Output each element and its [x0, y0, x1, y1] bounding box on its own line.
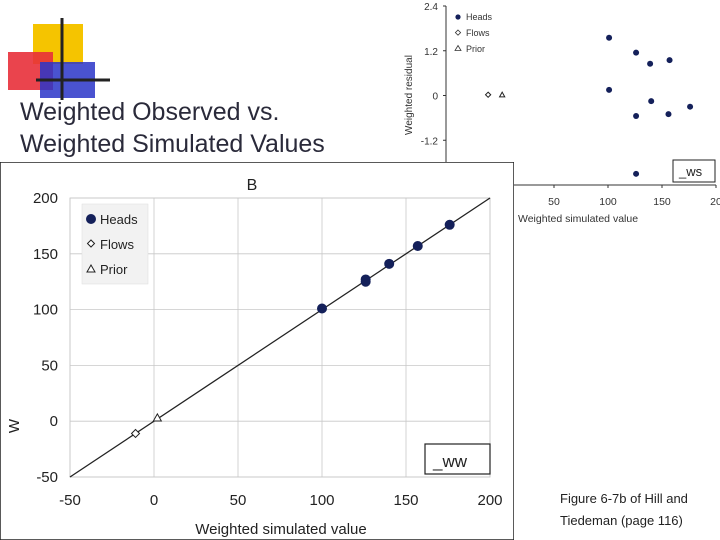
residual-annotation: _ws [678, 164, 703, 179]
residual-x-tick-label: 50 [548, 196, 560, 208]
figure-caption-line-1: Figure 6-7b of Hill and [560, 491, 688, 506]
residual-legend-heads-label: Heads [466, 12, 493, 22]
residual-y-tick-label: 0 [432, 92, 438, 103]
residual-point-heads [647, 60, 654, 67]
residual-gridlines [443, 5, 717, 188]
residual-point-heads [665, 111, 672, 118]
main-x-tick-label: 50 [230, 492, 247, 509]
main-legend-flows-marker [86, 239, 96, 248]
main-annotation-box [424, 443, 491, 475]
residual-annotation-box [672, 159, 716, 183]
main-legend-heads-marker [86, 214, 96, 224]
main-x-tick-labels: -50 0 50 100 150 200 [59, 492, 502, 509]
residual-point-heads [606, 34, 613, 41]
residual-legend-flows-marker [454, 29, 462, 36]
residual-y-tick-label: 1.2 [424, 47, 438, 58]
main-point-flows [130, 428, 141, 439]
residual-y-tick-labels: 2.4 1.2 0 -1.2 [421, 2, 439, 147]
residual-point-heads [606, 86, 613, 93]
main-legend-prior-marker [86, 263, 96, 273]
residual-data-points [484, 34, 694, 177]
main-x-tick-label: 200 [477, 492, 502, 509]
residual-point-heads [648, 98, 655, 105]
residual-legend-heads-marker [455, 14, 461, 20]
main-legend-prior-label: Prior [100, 262, 128, 277]
residual-y-tick-label: 2.4 [424, 2, 438, 13]
main-y-tick-label: 200 [33, 190, 58, 207]
main-point-heads [412, 240, 423, 251]
residual-point-heads [633, 49, 640, 56]
main-y-tick-label: -50 [36, 469, 58, 486]
main-chart-background [0, 162, 514, 540]
main-chart-title: B [247, 177, 258, 194]
main-data-points [130, 219, 455, 439]
residual-y-axis-label: Weighted residual [404, 55, 415, 135]
main-legend: Heads Flows Prior [81, 203, 149, 285]
main-point-heads [317, 303, 327, 314]
residual-point-heads [687, 103, 694, 110]
slide-title-line-2: Weighted Simulated Values [20, 130, 325, 158]
figure-caption-line-2: Tiedeman (page 116) [560, 513, 683, 528]
residual-point-heads [666, 57, 673, 64]
main-point-prior [152, 412, 163, 422]
residual-x-tick-label: 150 [653, 196, 671, 208]
main-point-heads [360, 274, 371, 285]
main-y-axis-label: W [6, 418, 23, 433]
main-x-tick-label: 150 [393, 492, 418, 509]
figure-caption: Figure 6-7b of Hill and Tiedeman (page 1… [560, 488, 720, 532]
residual-x-tick-label: 20 [710, 196, 720, 208]
residual-x-tick-labels: 50 100 150 20 [548, 196, 720, 208]
residual-legend: Heads Flows Prior [454, 12, 493, 54]
residual-legend-flows-label: Flows [466, 28, 490, 38]
observed-vs-simulated-chart: -50 0 50 100 150 200 -50 0 50 100 150 200 B Weight… [0, 162, 514, 540]
slide-title: Weighted Observed vs. Weighted Simulated… [20, 96, 400, 160]
slide-logo [8, 18, 110, 100]
main-y-tick-labels: -50 0 50 100 150 200 [33, 190, 58, 486]
residual-x-tick-label: 100 [599, 196, 617, 208]
main-annotation: _ww [432, 452, 468, 471]
main-legend-heads-label: Heads [100, 212, 138, 227]
main-point-heads [384, 258, 395, 269]
main-x-tick-label: 100 [309, 492, 334, 509]
slide-title-line-1: Weighted Observed vs. [20, 98, 280, 126]
residual-point-heads [633, 113, 640, 120]
main-x-tick-label: 0 [150, 492, 158, 509]
residual-point-heads [633, 170, 640, 177]
main-y-tick-label: 100 [33, 302, 58, 319]
residual-y-tick-label: -1.2 [421, 136, 439, 147]
main-x-tick-label: -50 [59, 492, 81, 509]
main-y-tick-label: 0 [50, 413, 58, 430]
main-point-heads [444, 219, 455, 230]
residual-x-axis-label: Weighted simulated value [518, 213, 638, 225]
main-x-axis-label: Weighted simulated value [195, 521, 367, 538]
main-y-tick-label: 50 [41, 357, 58, 374]
residual-point-prior [498, 91, 506, 98]
residual-point-flows [484, 91, 492, 99]
residual-legend-prior-marker [454, 44, 462, 51]
residual-legend-prior-label: Prior [466, 44, 485, 54]
main-y-tick-label: 150 [33, 246, 58, 263]
main-legend-flows-label: Flows [100, 237, 134, 252]
